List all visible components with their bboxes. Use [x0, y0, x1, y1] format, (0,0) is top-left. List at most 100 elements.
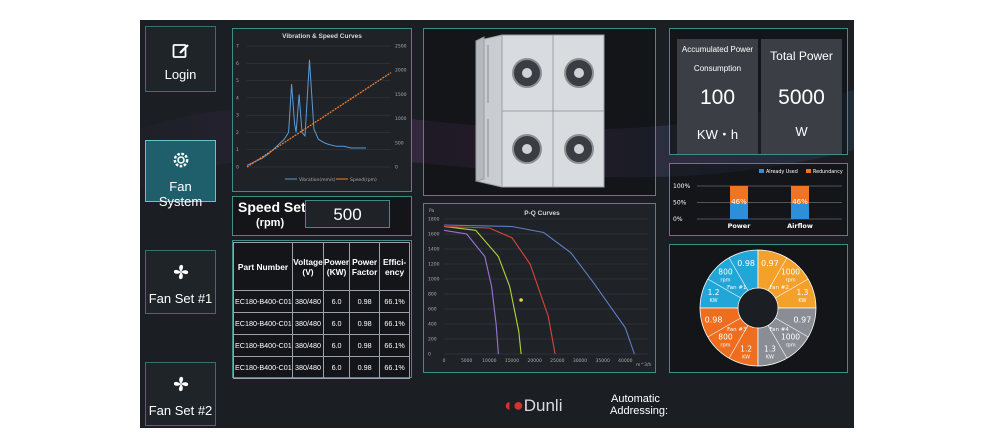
y-left-tick: 0 — [236, 165, 239, 171]
fan-value-unit: rpm — [720, 343, 730, 349]
fan-value: 1.2 — [740, 344, 752, 353]
y-left-tick: 1 — [236, 147, 239, 153]
y-tick: 1600 — [428, 232, 440, 238]
fan-image-panel — [423, 28, 656, 196]
col-part-number: Part Number — [233, 242, 293, 291]
bar-label: 46% — [731, 198, 747, 206]
segment-divider — [767, 257, 788, 291]
y-right-tick: 2500 — [395, 44, 407, 50]
speed-set-panel: Speed Set (rpm) 500 — [232, 196, 412, 236]
fan-value-unit: rpm — [785, 277, 795, 283]
table-row: EC180-B400-C01 380/480 6.0 0.98 66.1% — [233, 312, 410, 335]
x-tick: 0 — [443, 358, 446, 364]
table-row: EC180-B400-C01 380/480 6.0 0.98 66.1% — [233, 334, 410, 357]
usage-y-tick: 100% — [673, 183, 690, 190]
pq-curve — [443, 229, 499, 355]
fan-value: 1.2 — [708, 288, 720, 297]
col-power: Power (KW) — [322, 242, 351, 291]
fan-icon — [173, 264, 189, 280]
y-left-tick: 5 — [236, 78, 239, 84]
y-left-tick: 6 — [236, 61, 239, 67]
segment-divider — [775, 317, 809, 338]
y-left-tick: 7 — [236, 44, 239, 50]
fan-set-1-button[interactable]: Fan Set #1 — [145, 250, 216, 314]
segment-divider — [728, 257, 749, 291]
y-right-tick: 1500 — [395, 92, 407, 98]
usage-chart-panel: Already Used Redundancy 100% 50% 0% 46% Pow… — [669, 163, 848, 236]
legend-speed: Speed(rpm) — [350, 177, 377, 183]
x-tick: 25000 — [550, 358, 564, 364]
y-left-tick: 4 — [236, 95, 239, 101]
fan-value: 0.97 — [761, 259, 779, 268]
login-label: Login — [164, 67, 197, 82]
total-power-value: 5000 — [778, 86, 825, 109]
fan-value: 0.98 — [705, 315, 723, 324]
fan-value: 1000 — [781, 267, 800, 276]
x-tick: 40000 — [618, 358, 632, 364]
bar-category: Airflow — [787, 222, 813, 230]
y-tick: 800 — [428, 292, 437, 298]
pq-chart-panel: P-Q Curves Pa m^3/h 1800 1600 1400 1200 1000… — [423, 203, 656, 373]
fan-set-2-label: Fan Set #2 — [148, 403, 213, 418]
speed-set-input[interactable]: 500 — [305, 200, 390, 228]
x-tick: 15000 — [505, 358, 519, 364]
ring-center — [738, 288, 778, 328]
x-tick: 20000 — [528, 358, 542, 364]
fan-value: 800 — [718, 333, 733, 342]
col-efficiency: Effici-ency — [379, 242, 410, 291]
pq-curve — [443, 225, 522, 355]
fan-value-unit: KW — [710, 298, 718, 304]
vibration-series-line — [246, 59, 366, 166]
bar-label: 46% — [792, 198, 808, 206]
y-tick: 600 — [428, 307, 437, 313]
fan-value: 1000 — [781, 333, 800, 342]
segment-divider — [707, 317, 741, 338]
fan-value: 1.3 — [796, 288, 808, 297]
y-tick: 0 — [428, 352, 431, 358]
fan-value-unit: rpm — [785, 343, 795, 349]
fan-ring-panel: Fan #1 1.2 KW 800 rpm 0.98 Fan #2 0.97 1000 rpm 1.… — [669, 244, 848, 373]
segment-divider — [707, 278, 741, 299]
segment-divider — [775, 278, 809, 299]
y-tick: 400 — [428, 322, 437, 328]
x-tick: 10000 — [482, 358, 496, 364]
power-panel: Accumulated Power Consumption 100 KW・h T… — [669, 28, 848, 155]
fan-value: 0.97 — [794, 315, 812, 324]
bar-already-used — [791, 203, 809, 219]
table-row: EC180-B400-C01 380/480 6.0 0.98 66.1% — [233, 356, 410, 379]
legend-redundancy: Redundancy — [813, 169, 843, 175]
fan-icon — [173, 376, 189, 392]
fan-segment-label: Fan #1 — [727, 285, 746, 291]
fan-set-2-button[interactable]: Fan Set #2 — [145, 362, 216, 426]
y-right-tick: 500 — [395, 140, 404, 146]
fan-value-unit: KW — [798, 298, 806, 304]
logo-mark-icon: ◖● — [502, 395, 524, 415]
fan-segment[interactable] — [699, 307, 759, 367]
fan-segment[interactable] — [757, 307, 817, 367]
total-power-label: Total Power — [770, 49, 833, 63]
y-tick: 1400 — [428, 247, 440, 253]
fan-segment[interactable] — [757, 249, 817, 309]
edit-icon — [172, 44, 189, 58]
y-tick: 1000 — [428, 277, 440, 283]
legend-already-used: Already Used — [766, 169, 798, 175]
y-tick: 1800 — [428, 217, 440, 223]
login-button[interactable]: Login — [145, 26, 216, 92]
vibration-chart: Vibration & Speed Curves 7 6 5 4 3 2 1 0 2500 20… — [233, 29, 411, 191]
x-tick: 35000 — [596, 358, 610, 364]
bar-already-used — [730, 203, 748, 219]
segment-divider — [728, 325, 749, 359]
fan-segment[interactable] — [699, 249, 759, 309]
fan-value-unit: KW — [742, 354, 750, 360]
accumulated-power-value: 100 — [699, 86, 736, 109]
y-tick: 200 — [428, 337, 437, 343]
company-logo: ◖●Dunli — [502, 395, 563, 415]
pq-chart: P-Q Curves Pa m^3/h 1800 1600 1400 1200 1000… — [424, 204, 655, 372]
usage-y-tick: 50% — [673, 200, 687, 207]
col-voltage: Voltage (V) — [292, 242, 324, 291]
pq-curve — [443, 224, 635, 355]
spec-table: Part Number Voltage (V) Power (KW) Power Fa… — [233, 242, 410, 379]
fan-system-button[interactable]: Fan System — [145, 140, 216, 209]
speed-set-label: Speed Set — [238, 199, 306, 215]
accumulated-power-box: Accumulated Power Consumption 100 KW・h — [677, 39, 758, 154]
